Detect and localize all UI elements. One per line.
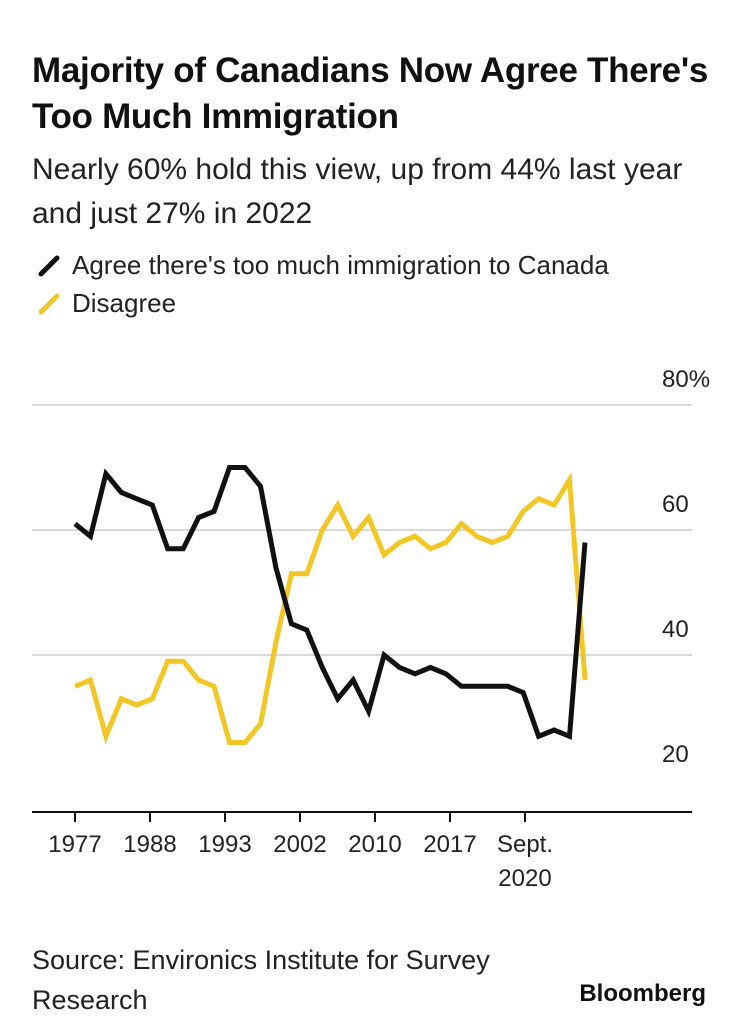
x-tick-label: 2020 [498,865,551,892]
legend-swatch-disagree-icon [38,293,60,315]
x-tick-label: 2010 [348,831,401,858]
legend-item-disagree: Disagree [32,286,722,320]
x-tick-label: 1993 [198,831,251,858]
x-tick-label: 2017 [423,831,476,858]
x-tick-label: 1977 [48,831,101,858]
y-tick-label: 80% [662,366,710,393]
line-chart: 20 40 60 80% 1977 1988 1993 2002 2010 2017 Sept. 2… [0,360,746,900]
source-note: Source: Environics Institute for Survey … [32,945,490,1015]
chart-svg: 20 40 60 80% 1977 1988 1993 2002 2010 2017 Sept. 2… [32,366,710,892]
x-tick-label: Sept. [497,831,553,858]
legend: Agree there's too much immigration to Ca… [32,248,722,320]
legend-swatch-agree-icon [38,255,60,277]
legend-item-agree: Agree there's too much immigration to Ca… [32,248,722,282]
x-tick-label: 1988 [123,831,176,858]
series-line-agree [73,465,588,740]
y-tick-label: 40 [662,616,689,643]
chart-subtitle: Nearly 60% hold this view, up from 44% l… [32,153,683,230]
chart-title: Majority of Canadians Now Agree There's … [32,51,709,136]
y-tick-label: 20 [662,741,689,768]
legend-label-disagree: Disagree [72,288,177,318]
y-tick-label: 60 [662,491,689,518]
brand-logo: Bloomberg [579,980,706,1007]
x-tick-label: 2002 [273,831,326,858]
series-line-disagree [74,472,588,745]
legend-label-agree: Agree there's too much immigration to Ca… [72,250,609,280]
